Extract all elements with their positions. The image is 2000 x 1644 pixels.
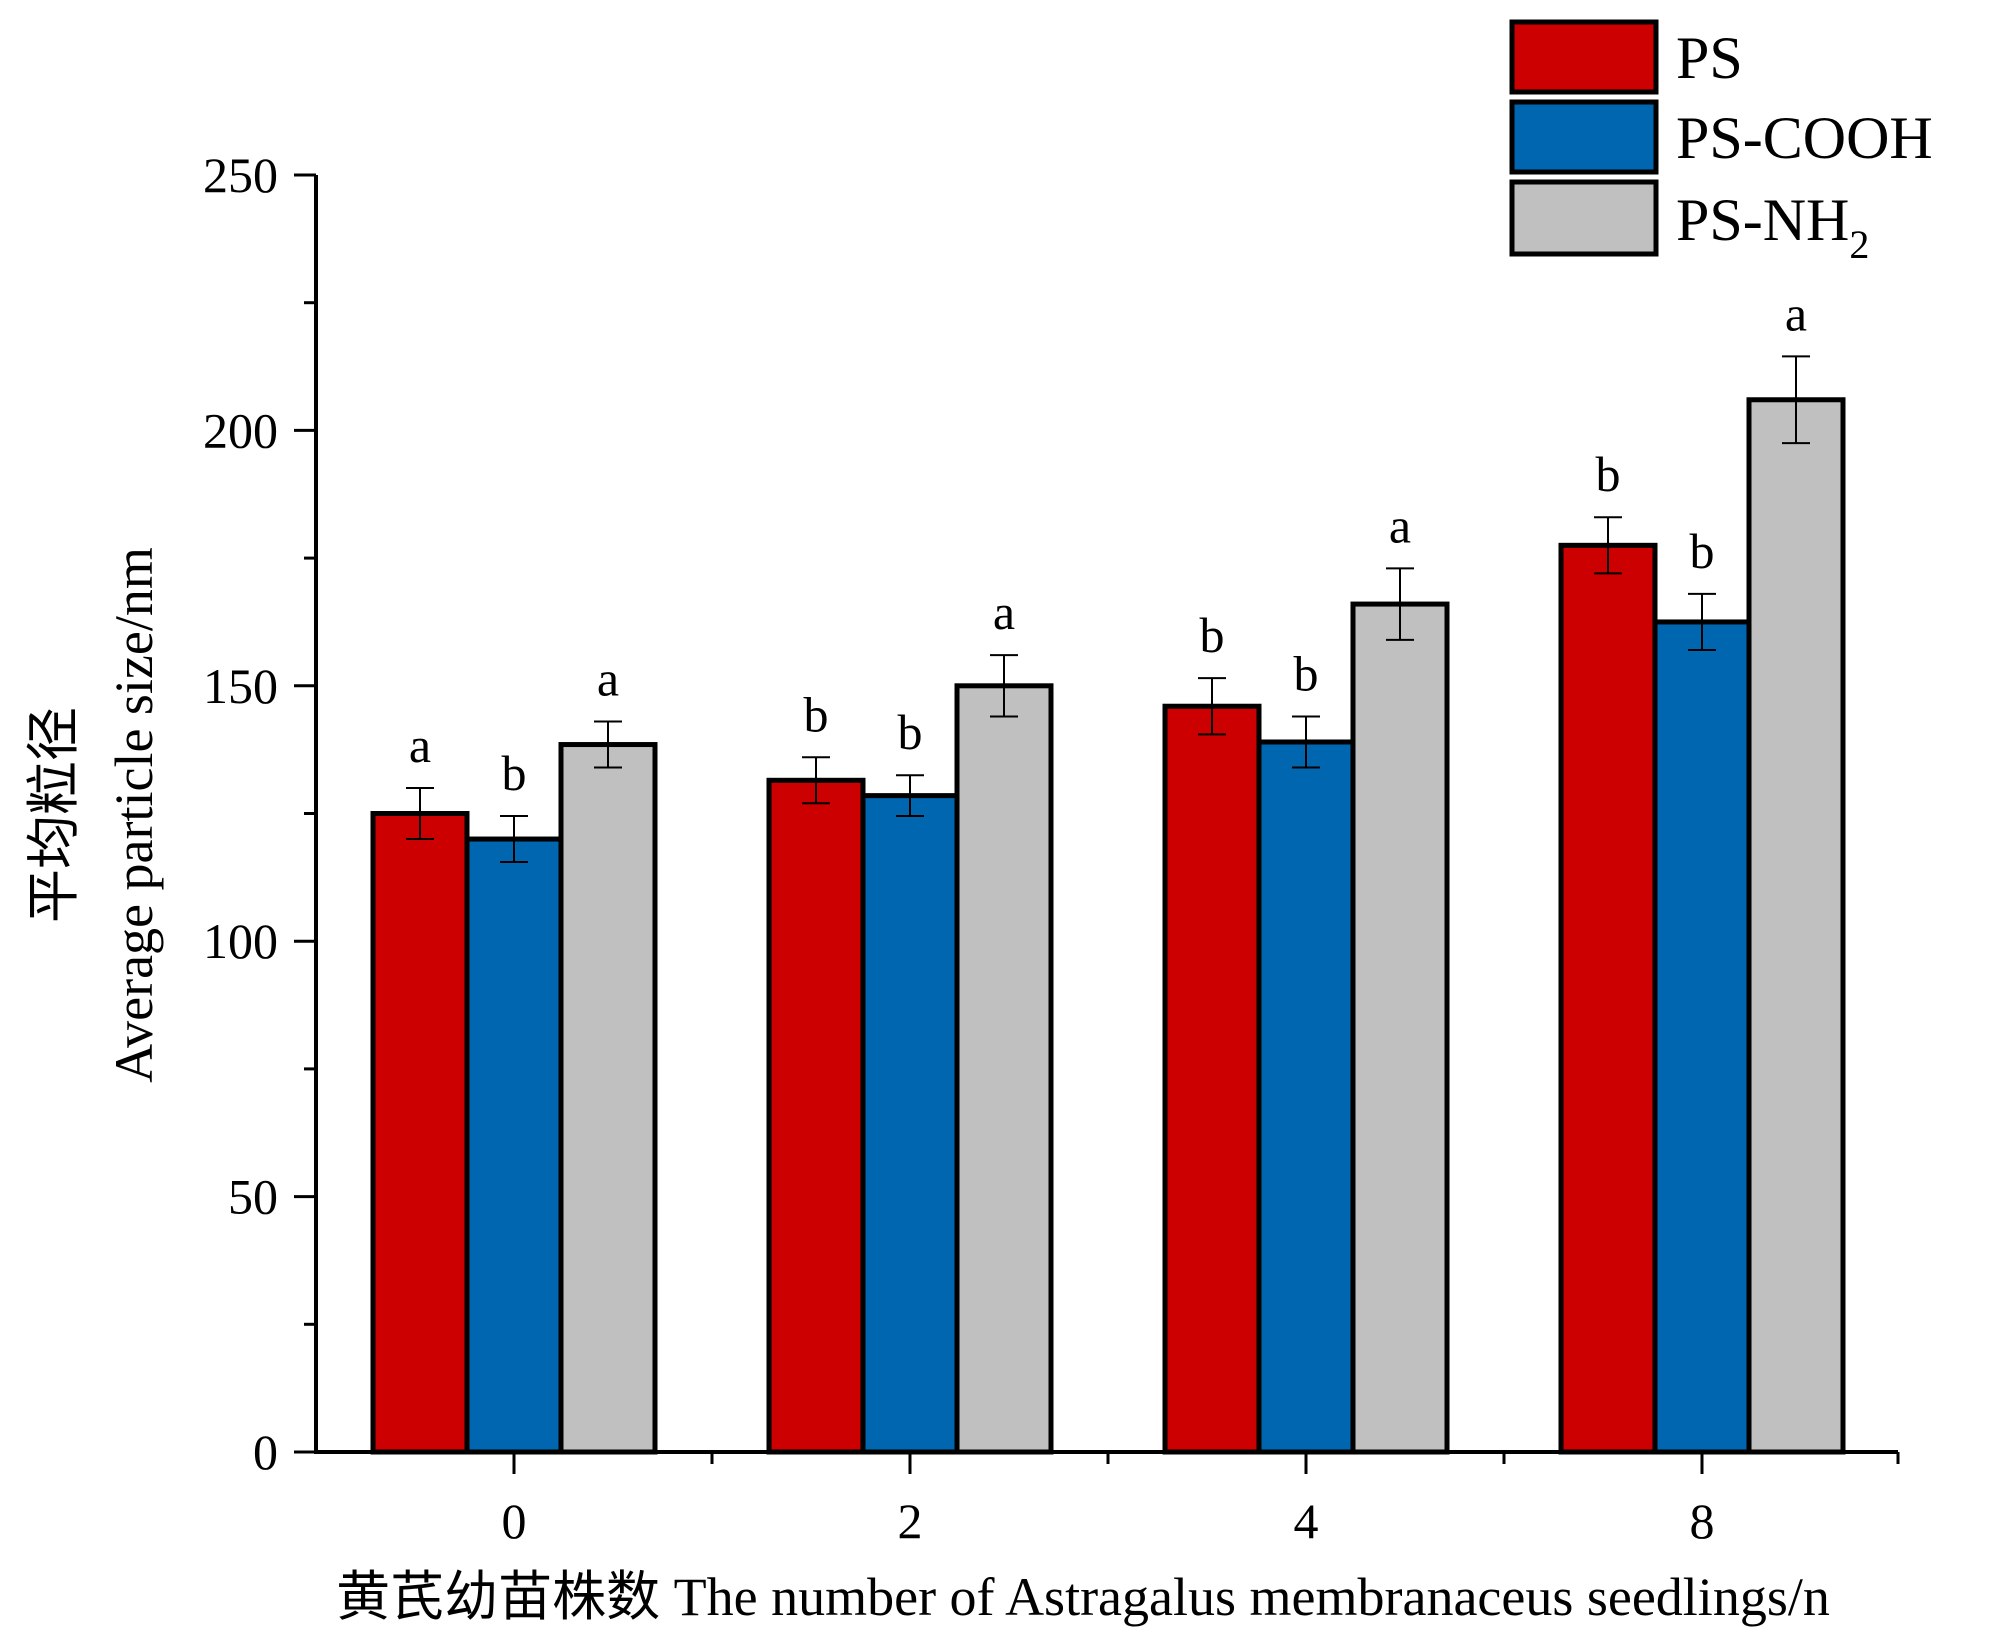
y-tick-label-250: 250 <box>203 147 278 203</box>
error-bar-ps-cooh-0 <box>500 815 528 864</box>
legend-swatch-ps-cooh <box>1509 99 1659 175</box>
legend-label-ps-cooh: PS-COOH <box>1676 105 1933 171</box>
bar-ps-nh2-2 <box>954 683 1054 1455</box>
error-bar-ps-nh2-2 <box>990 654 1018 718</box>
x-tick-label-8: 8 <box>1690 1493 1715 1549</box>
error-bar-ps-nh2-8 <box>1782 355 1810 445</box>
bars-layer <box>370 397 1846 1455</box>
bar-ps-cooh-4 <box>1256 739 1356 1455</box>
bar-ps-4 <box>1162 703 1262 1455</box>
y-tick-label-100: 100 <box>203 913 278 969</box>
error-bar-ps-cooh-2 <box>896 774 924 818</box>
significance-label-ps-cooh-8: b <box>1690 523 1715 579</box>
x-tick-label-2: 2 <box>898 1493 923 1549</box>
significance-label-ps-0: a <box>409 717 431 773</box>
error-bar-ps-cooh-4 <box>1292 715 1320 769</box>
bar-ps-cooh-0 <box>464 836 564 1455</box>
legend-label-ps-nh2: PS-NH2 <box>1676 187 1869 267</box>
significance-label-ps-8: b <box>1596 446 1621 502</box>
legend-label-ps-nh2-main: PS-NH <box>1676 187 1849 253</box>
y-tick-label-200: 200 <box>203 402 278 458</box>
y-axis-title: Average particle size/nm <box>104 547 164 1083</box>
legend-label-ps: PS <box>1676 25 1743 91</box>
significance-label-ps-2: b <box>804 686 829 742</box>
legend-label-ps-nh2-subscript: 2 <box>1849 222 1869 267</box>
legend-swatch-ps-nh2 <box>1509 179 1659 257</box>
bar-ps-0 <box>370 811 470 1455</box>
error-bar-ps-0 <box>406 786 434 841</box>
significance-label-ps-cooh-4: b <box>1294 645 1319 701</box>
x-axis-title: 黄芪幼苗株数 The number of Astragalus membrana… <box>336 1567 1830 1627</box>
significance-label-ps-4: b <box>1200 607 1225 663</box>
significance-label-ps-nh2-0: a <box>597 651 619 707</box>
significance-label-ps-nh2-2: a <box>993 584 1015 640</box>
legend: PS PS-COOH PS-NH2 <box>1509 19 1933 267</box>
error-bar-ps-4 <box>1198 677 1226 736</box>
x-tick-label-4: 4 <box>1294 1493 1319 1549</box>
bar-ps-nh2-4 <box>1350 601 1450 1455</box>
bar-ps-cooh-2 <box>860 793 960 1455</box>
y-tick-label-50: 50 <box>228 1169 278 1225</box>
significance-label-ps-nh2-4: a <box>1389 497 1411 553</box>
bar-ps-nh2-0 <box>558 742 658 1455</box>
error-bar-ps-cooh-8 <box>1688 592 1716 652</box>
y-ticks-layer: 0 50 100 150 200 250 <box>203 147 316 1480</box>
error-bars-layer <box>406 355 1810 864</box>
x-tick-label-0: 0 <box>502 1493 527 1549</box>
x-ticks-layer: 0 2 4 8 <box>502 1452 1900 1549</box>
significance-label-ps-cooh-2: b <box>898 704 923 760</box>
significance-label-ps-cooh-0: b <box>502 745 527 801</box>
bar-ps-nh2-8 <box>1746 397 1846 1455</box>
significance-labels-layer: a b b b b b b b a a a a <box>409 285 1807 801</box>
significance-label-ps-nh2-8: a <box>1785 285 1807 341</box>
error-bar-ps-nh2-0 <box>594 720 622 769</box>
error-bar-ps-nh2-4 <box>1386 567 1414 641</box>
legend-swatch-ps <box>1509 19 1659 95</box>
y-tick-label-0: 0 <box>253 1424 278 1480</box>
bar-ps-2 <box>766 777 866 1455</box>
bar-ps-cooh-8 <box>1652 619 1752 1455</box>
bar-ps-8 <box>1558 542 1658 1455</box>
error-bar-ps-8 <box>1594 516 1622 575</box>
y-tick-label-150: 150 <box>203 658 278 714</box>
error-bar-ps-2 <box>802 756 830 805</box>
y-axis-title-cn: 平均粒径 <box>24 707 84 923</box>
